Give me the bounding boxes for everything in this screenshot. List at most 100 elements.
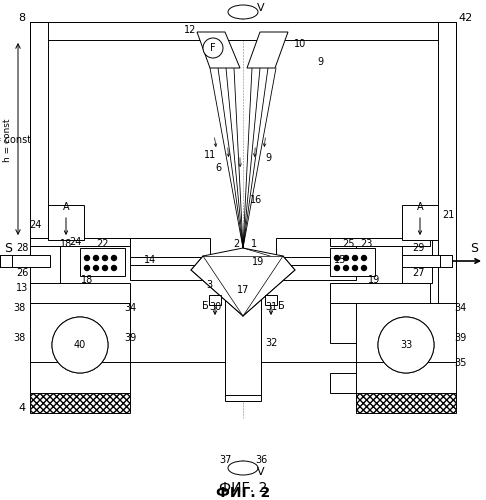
Bar — [30, 22, 456, 40]
Bar — [209, 295, 221, 305]
Bar — [30, 283, 130, 303]
Bar — [30, 283, 130, 303]
Text: S: S — [4, 242, 12, 255]
Ellipse shape — [228, 461, 258, 475]
Bar — [30, 238, 60, 283]
Text: 18: 18 — [81, 275, 93, 285]
Text: V: V — [257, 467, 265, 477]
Text: 4: 4 — [18, 403, 26, 413]
Text: 6: 6 — [215, 163, 221, 173]
Text: 37: 37 — [219, 455, 231, 465]
Bar — [130, 238, 210, 280]
Bar — [330, 373, 430, 393]
Circle shape — [111, 256, 117, 260]
Text: 24: 24 — [29, 220, 41, 230]
Text: 39: 39 — [124, 333, 136, 343]
Text: 1: 1 — [251, 239, 257, 249]
Bar — [30, 238, 130, 246]
Text: A: A — [63, 202, 69, 212]
Bar — [402, 238, 432, 283]
Circle shape — [85, 256, 89, 260]
Circle shape — [334, 266, 340, 270]
Ellipse shape — [228, 5, 258, 19]
Bar — [440, 255, 452, 267]
Circle shape — [362, 256, 366, 260]
Bar — [48, 205, 84, 240]
Text: 40: 40 — [74, 340, 86, 350]
Text: 8: 8 — [18, 13, 26, 23]
Text: h = const: h = const — [0, 135, 32, 145]
Text: 18: 18 — [60, 239, 72, 249]
Bar — [330, 373, 430, 393]
Text: 35: 35 — [454, 358, 466, 368]
Polygon shape — [197, 32, 240, 68]
Text: V: V — [257, 3, 265, 13]
Text: 16: 16 — [250, 195, 262, 205]
Bar — [30, 303, 130, 393]
Bar — [30, 393, 130, 413]
Bar — [330, 283, 430, 303]
Bar — [30, 303, 60, 393]
Text: ФИГ. 2: ФИГ. 2 — [219, 481, 267, 495]
Text: 23: 23 — [360, 239, 372, 249]
Text: 17: 17 — [237, 285, 249, 295]
Bar — [30, 22, 48, 362]
Circle shape — [93, 266, 99, 270]
Bar — [330, 238, 430, 246]
Circle shape — [203, 38, 223, 58]
Bar — [402, 303, 432, 393]
Bar — [30, 238, 130, 246]
Bar — [276, 238, 356, 280]
Text: 11: 11 — [204, 150, 216, 160]
Bar — [100, 303, 130, 343]
Circle shape — [103, 266, 107, 270]
Polygon shape — [191, 248, 295, 316]
Bar — [30, 373, 130, 393]
Bar — [402, 205, 438, 240]
Text: ФИГ. 2: ФИГ. 2 — [216, 486, 270, 500]
Circle shape — [111, 266, 117, 270]
Bar — [330, 238, 430, 246]
Bar — [0, 255, 50, 267]
Circle shape — [52, 317, 108, 373]
Bar — [330, 283, 430, 303]
Text: 21: 21 — [442, 210, 454, 220]
Circle shape — [52, 317, 108, 373]
Text: 28: 28 — [16, 243, 28, 253]
Text: Б: Б — [278, 301, 284, 311]
Bar — [330, 248, 375, 276]
Text: Б: Б — [202, 301, 208, 311]
Text: 3: 3 — [206, 280, 212, 290]
Text: 15: 15 — [334, 255, 346, 265]
Text: 13: 13 — [16, 283, 28, 293]
Bar — [130, 238, 210, 280]
Bar — [30, 303, 130, 393]
Circle shape — [352, 256, 358, 260]
Bar — [356, 303, 456, 393]
Text: 36: 36 — [255, 455, 267, 465]
Bar — [30, 373, 130, 393]
Bar — [402, 205, 438, 240]
Text: 2: 2 — [233, 239, 239, 249]
Text: 39: 39 — [454, 333, 466, 343]
Text: 34: 34 — [454, 303, 466, 313]
Text: 9: 9 — [317, 57, 323, 67]
Text: 30: 30 — [209, 302, 221, 312]
Circle shape — [378, 317, 434, 373]
Bar — [276, 238, 356, 280]
Bar — [265, 295, 277, 305]
Bar — [130, 257, 225, 265]
Bar — [30, 238, 60, 283]
Circle shape — [93, 256, 99, 260]
Text: 22: 22 — [96, 239, 108, 249]
Bar — [330, 303, 360, 343]
Bar — [100, 303, 130, 343]
Bar — [402, 238, 432, 283]
Bar — [438, 22, 456, 362]
Bar — [0, 255, 12, 267]
Text: S: S — [470, 242, 478, 255]
Text: 10: 10 — [294, 39, 306, 49]
Text: 24: 24 — [69, 237, 81, 247]
Bar — [48, 205, 84, 240]
Bar — [80, 248, 125, 276]
